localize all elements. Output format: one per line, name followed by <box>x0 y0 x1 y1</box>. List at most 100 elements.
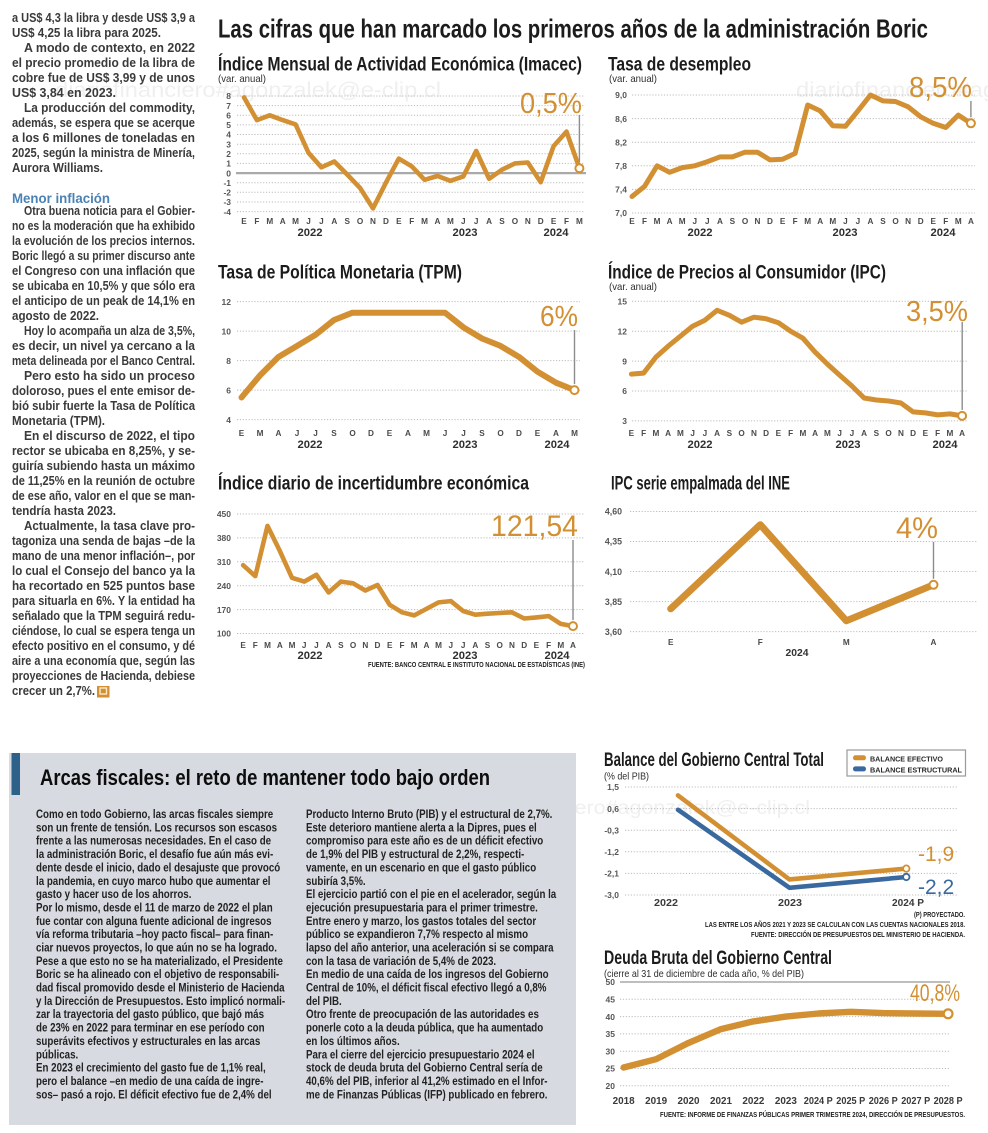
svg-text:E: E <box>780 217 786 226</box>
svg-text:2024: 2024 <box>931 227 957 239</box>
svg-text:A: A <box>276 429 282 438</box>
svg-text:M: M <box>576 217 583 226</box>
svg-text:M: M <box>677 429 684 438</box>
svg-text:30: 30 <box>606 1046 616 1056</box>
svg-text:(% del PIB): (% del PIB) <box>604 771 649 783</box>
svg-text:M: M <box>824 429 831 438</box>
svg-text:ha recortado en 525 puntos bas: ha recortado en 525 puntos base <box>12 578 195 593</box>
svg-text:En medio de una caída de los i: En medio de una caída de los ingresos de… <box>306 968 549 981</box>
svg-text:para situarla en 6%. Y la enti: para situarla en 6%. Y la entidad ha <box>12 593 196 608</box>
svg-text:2023: 2023 <box>778 897 802 909</box>
svg-text:J: J <box>703 429 708 438</box>
svg-text:F: F <box>546 641 551 650</box>
svg-text:N: N <box>509 641 515 650</box>
svg-text:es decir, un nivel ya cercano: es decir, un nivel ya cercano a la <box>12 338 196 353</box>
svg-text:-2: -2 <box>223 188 231 198</box>
svg-text:público se expandieron 7,7% re: público se expandieron 7,7% respecto al … <box>306 928 528 941</box>
svg-text:se ubicaba en 10,5% y que sólo: se ubicaba en 10,5% y que sólo era <box>12 278 196 293</box>
svg-text:en los últimos años.: en los últimos años. <box>306 1035 400 1048</box>
svg-text:Otro frente de preocupación de: Otro frente de preocupación de las autor… <box>306 1008 539 1021</box>
svg-text:M: M <box>652 429 659 438</box>
svg-text:E: E <box>551 217 557 226</box>
svg-text:El ejercicio partió con el pie: El ejercicio partió con el pie en el ace… <box>306 888 557 901</box>
svg-text:-4: -4 <box>223 207 231 217</box>
svg-text:crecer un 2,7%.: crecer un 2,7%. <box>12 683 95 698</box>
svg-text:Índice diario de incertidumbre: Índice diario de incertidumbre económica <box>218 472 529 495</box>
svg-text:0: 0 <box>226 168 231 178</box>
svg-text:efecto positivo en el consumo,: efecto positivo en el consumo, y dé <box>12 638 195 653</box>
svg-text:6: 6 <box>226 385 231 395</box>
svg-text:S: S <box>874 429 880 438</box>
svg-text:pero el balance –en medio de u: pero el balance –en medio de una caída d… <box>36 1075 264 1088</box>
svg-text:S: S <box>880 217 886 226</box>
svg-text:Índice de Precios al Consumido: Índice de Precios al Consumidor (IPC) <box>608 261 886 284</box>
svg-text:O: O <box>497 641 504 650</box>
svg-text:15: 15 <box>618 297 628 307</box>
svg-text:M: M <box>421 217 428 226</box>
svg-text:A: A <box>472 641 478 650</box>
svg-text:además, se espera que se acerq: además, se espera que se acerque <box>12 115 195 130</box>
svg-text:25: 25 <box>606 1064 616 1074</box>
svg-text:450: 450 <box>217 509 231 519</box>
svg-text:Pero esto ha sido un proceso: Pero esto ha sido un proceso <box>24 368 195 383</box>
svg-text:8: 8 <box>226 356 231 366</box>
svg-text:A: A <box>968 217 974 226</box>
svg-text:Como en todo Gobierno, las arc: Como en todo Gobierno, las arcas fiscale… <box>36 808 273 821</box>
svg-text:subiría 3,5%.: subiría 3,5%. <box>306 875 366 888</box>
svg-text:5: 5 <box>226 120 231 130</box>
svg-text:J: J <box>302 641 307 650</box>
svg-text:N: N <box>755 217 761 226</box>
svg-text:IPC serie empalmada del INE: IPC serie empalmada del INE <box>611 473 790 495</box>
svg-text:cobre fue de US$ 3,99 y de uno: cobre fue de US$ 3,99 y de unos <box>12 70 195 85</box>
svg-text:de ese año, valor en el que se: de ese año, valor en el que se man- <box>12 488 195 503</box>
svg-text:12: 12 <box>618 326 628 336</box>
svg-text:2023: 2023 <box>836 439 861 451</box>
svg-text:2021: 2021 <box>710 1096 733 1107</box>
svg-text:F: F <box>943 217 948 226</box>
svg-text:Por lo mismo, desde el 11 de m: Por lo mismo, desde el 11 de marzo de 20… <box>36 902 273 915</box>
svg-text:el precio promedio de la libra: el precio promedio de la libra de <box>12 55 195 70</box>
svg-text:40,8%: 40,8% <box>910 980 960 1007</box>
svg-text:A: A <box>817 217 823 226</box>
svg-text:F: F <box>254 217 259 226</box>
svg-text:A: A <box>665 429 671 438</box>
svg-text:F: F <box>641 429 646 438</box>
svg-text:a los 6 millones de toneladas: a los 6 millones de toneladas en <box>12 130 195 145</box>
svg-text:vamente, en un escenario en qu: vamente, en un escenario en que el gasto… <box>306 861 536 874</box>
svg-text:40,6% del PIB, inferior al 41,: 40,6% del PIB, inferior al 41,2% estimad… <box>306 1075 548 1088</box>
svg-text:Boric se ha alineado con el ob: Boric se ha alineado con el objetivo de … <box>36 968 279 981</box>
svg-text:6: 6 <box>226 111 231 121</box>
svg-text:2025 P: 2025 P <box>836 1096 865 1107</box>
svg-text:A: A <box>717 217 723 226</box>
svg-text:2022: 2022 <box>688 227 713 239</box>
svg-text:2: 2 <box>226 149 231 159</box>
svg-text:Las cifras que han marcado los: Las cifras que han marcado los primeros … <box>218 14 928 44</box>
svg-text:4: 4 <box>226 130 231 140</box>
svg-text:-3: -3 <box>223 197 231 207</box>
svg-text:el anticipo de un peak de 14,1: el anticipo de un peak de 14,1% en <box>12 293 195 308</box>
svg-text:O: O <box>885 429 892 438</box>
svg-text:J: J <box>313 429 318 438</box>
svg-text:4,35: 4,35 <box>605 537 622 547</box>
svg-text:M: M <box>264 641 271 650</box>
svg-text:S: S <box>331 429 337 438</box>
svg-text:J: J <box>690 429 695 438</box>
svg-text:J: J <box>705 217 710 226</box>
svg-text:Hoy lo acompaña un alza de 3,5: Hoy lo acompaña un alza de 3,5%, <box>24 323 195 338</box>
svg-text:2023: 2023 <box>775 1096 798 1107</box>
svg-text:35: 35 <box>606 1029 616 1039</box>
svg-text:O: O <box>497 429 504 438</box>
svg-text:mano de una menor inflación–,: mano de una menor inflación–, por <box>12 548 195 563</box>
svg-text:7,4: 7,4 <box>615 185 627 195</box>
svg-text:A modo de contexto, en 2022: A modo de contexto, en 2022 <box>24 40 195 55</box>
svg-text:F: F <box>642 217 647 226</box>
svg-text:F: F <box>758 638 763 647</box>
svg-text:J: J <box>306 217 311 226</box>
svg-text:2027 P: 2027 P <box>901 1096 930 1107</box>
svg-text:F: F <box>935 429 940 438</box>
svg-text:N: N <box>370 217 376 226</box>
svg-text:-0,3: -0,3 <box>604 825 619 835</box>
svg-text:J: J <box>843 217 848 226</box>
svg-text:6: 6 <box>622 386 627 396</box>
svg-text:7,8: 7,8 <box>615 161 627 171</box>
